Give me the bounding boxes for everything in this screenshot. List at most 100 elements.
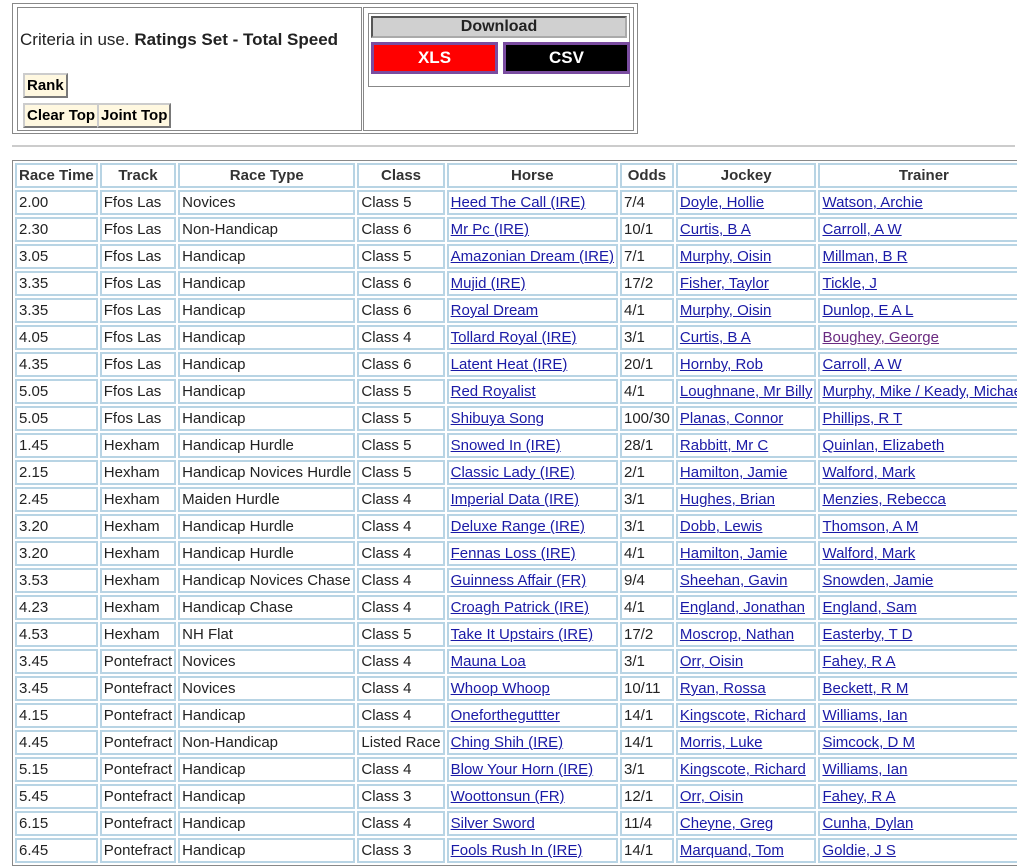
trainer-link[interactable]: Easterby, T D [822, 626, 913, 643]
trainer-link[interactable]: Dunlop, E A L [822, 302, 914, 319]
csv-button[interactable]: CSV [503, 42, 630, 74]
horse-link[interactable]: Guinness Affair (FR) [450, 572, 587, 589]
cell-race-type: Handicap Novices Chase [178, 568, 356, 593]
jockey-link[interactable]: Cheyne, Greg [679, 815, 774, 832]
jockey-link[interactable]: Curtis, B A [679, 329, 751, 346]
jockey-link[interactable]: Hamilton, Jamie [679, 545, 788, 562]
horse-link[interactable]: Amazonian Dream (IRE) [450, 248, 614, 265]
horse-link[interactable]: Heed The Call (IRE) [450, 194, 586, 211]
jockey-link[interactable]: Orr, Oisin [679, 653, 744, 670]
trainer-link[interactable]: Williams, Ian [822, 707, 908, 724]
rank-button[interactable]: Rank [23, 73, 68, 98]
trainer-link[interactable]: Thomson, A M [822, 518, 919, 535]
horse-link[interactable]: Croagh Patrick (IRE) [450, 599, 589, 616]
trainer-link[interactable]: Carroll, A W [822, 221, 902, 238]
trainer-link[interactable]: Carroll, A W [822, 356, 902, 373]
trainer-link[interactable]: England, Sam [822, 599, 917, 616]
trainer-link[interactable]: Beckett, R M [822, 680, 909, 697]
cell-jockey: Curtis, B A [675, 217, 817, 242]
cell-class: Class 6 [357, 352, 445, 377]
cell-odds: 4/1 [620, 379, 674, 404]
jockey-link[interactable]: Orr, Oisin [679, 788, 744, 805]
horse-link[interactable]: Blow Your Horn (IRE) [450, 761, 594, 778]
horse-link[interactable]: Tollard Royal (IRE) [450, 329, 577, 346]
cell-jockey: Murphy, Oisin [675, 298, 817, 323]
jockey-link[interactable]: Morris, Luke [679, 734, 763, 751]
cell-trainer: Williams, Ian [818, 703, 1017, 728]
cell-class: Class 4 [357, 325, 445, 350]
horse-link[interactable]: Ching Shih (IRE) [450, 734, 564, 751]
trainer-link[interactable]: Millman, B R [822, 248, 908, 265]
jockey-link[interactable]: Kingscote, Richard [679, 761, 806, 778]
horse-link[interactable]: Mujid (IRE) [450, 275, 526, 292]
jockey-link[interactable]: Moscrop, Nathan [679, 626, 795, 643]
header-horse: Horse [446, 163, 618, 188]
trainer-link[interactable]: Phillips, R T [822, 410, 903, 427]
trainer-link[interactable]: Simcock, D M [822, 734, 915, 751]
horse-link[interactable]: Snowed In (IRE) [450, 437, 561, 454]
jockey-link[interactable]: Planas, Connor [679, 410, 784, 427]
trainer-link[interactable]: Walford, Mark [822, 464, 916, 481]
horse-link[interactable]: Woottonsun (FR) [450, 788, 565, 805]
jockey-link[interactable]: Kingscote, Richard [679, 707, 806, 724]
jockey-link[interactable]: Sheehan, Gavin [679, 572, 788, 589]
trainer-link[interactable]: Cunha, Dylan [822, 815, 914, 832]
trainer-link[interactable]: Williams, Ian [822, 761, 908, 778]
horse-link[interactable]: Red Royalist [450, 383, 536, 400]
jockey-link[interactable]: Curtis, B A [679, 221, 751, 238]
horse-link[interactable]: Fennas Loss (IRE) [450, 545, 576, 562]
horse-link[interactable]: Shibuya Song [450, 410, 545, 427]
trainer-link[interactable]: Quinlan, Elizabeth [822, 437, 945, 454]
horse-link[interactable]: Royal Dream [450, 302, 539, 319]
cell-track: Ffos Las [99, 244, 177, 269]
horse-link[interactable]: Classic Lady (IRE) [450, 464, 575, 481]
jockey-link[interactable]: Ryan, Rossa [679, 680, 766, 697]
jockey-link[interactable]: Marquand, Tom [679, 842, 784, 859]
table-row: 5.05 Ffos Las Handicap Class 5 Red Royalist 4… [15, 379, 1017, 404]
cell-odds: 3/1 [620, 514, 674, 539]
horse-link[interactable]: Whoop Whoop [450, 680, 550, 697]
horse-link[interactable]: Take It Upstairs (IRE) [450, 626, 594, 643]
trainer-link[interactable]: Snowden, Jamie [822, 572, 934, 589]
joint-top-button[interactable]: Joint Top [97, 103, 172, 128]
horse-link[interactable]: Onefortheguttter [450, 707, 560, 724]
cell-race-type: Handicap [178, 703, 356, 728]
jockey-link[interactable]: Dobb, Lewis [679, 518, 763, 535]
horse-link[interactable]: Silver Sword [450, 815, 535, 832]
clear-top-button[interactable]: Clear Top [23, 103, 100, 128]
trainer-link[interactable]: Walford, Mark [822, 545, 916, 562]
trainer-link[interactable]: Boughey, George [822, 329, 939, 346]
trainer-link[interactable]: Fahey, R A [822, 653, 896, 670]
jockey-link[interactable]: Murphy, Oisin [679, 248, 772, 265]
trainer-link[interactable]: Goldie, J S [822, 842, 896, 859]
trainer-link[interactable]: Menzies, Rebecca [822, 491, 946, 508]
horse-link[interactable]: Latent Heat (IRE) [450, 356, 568, 373]
jockey-link[interactable]: Hornby, Rob [679, 356, 763, 373]
trainer-link[interactable]: Murphy, Mike / Keady, Michael [822, 383, 1017, 400]
horse-link[interactable]: Mauna Loa [450, 653, 526, 670]
trainer-link[interactable]: Watson, Archie [822, 194, 923, 211]
jockey-link[interactable]: England, Jonathan [679, 599, 805, 616]
xls-button[interactable]: XLS [371, 42, 498, 74]
cell-class: Class 3 [357, 838, 445, 863]
jockey-link[interactable]: Doyle, Hollie [679, 194, 765, 211]
cell-odds: 17/2 [620, 271, 674, 296]
horse-link[interactable]: Imperial Data (IRE) [450, 491, 579, 508]
cell-horse: Take It Upstairs (IRE) [446, 622, 618, 647]
jockey-link[interactable]: Hughes, Brian [679, 491, 775, 508]
jockey-link[interactable]: Hamilton, Jamie [679, 464, 788, 481]
trainer-link[interactable]: Tickle, J [822, 275, 877, 292]
horse-link[interactable]: Mr Pc (IRE) [450, 221, 529, 238]
horse-link[interactable]: Deluxe Range (IRE) [450, 518, 585, 535]
jockey-link[interactable]: Murphy, Oisin [679, 302, 772, 319]
trainer-link[interactable]: Fahey, R A [822, 788, 896, 805]
jockey-link[interactable]: Rabbitt, Mr C [679, 437, 769, 454]
cell-race-time: 6.15 [15, 811, 98, 836]
cell-race-type: NH Flat [178, 622, 356, 647]
horse-link[interactable]: Fools Rush In (IRE) [450, 842, 583, 859]
jockey-link[interactable]: Loughnane, Mr Billy [679, 383, 813, 400]
cell-jockey: Kingscote, Richard [675, 703, 817, 728]
jockey-link[interactable]: Fisher, Taylor [679, 275, 769, 292]
cell-trainer: Tickle, J [818, 271, 1017, 296]
table-row: 2.45 Hexham Maiden Hurdle Class 4 Imperial D… [15, 487, 1017, 512]
